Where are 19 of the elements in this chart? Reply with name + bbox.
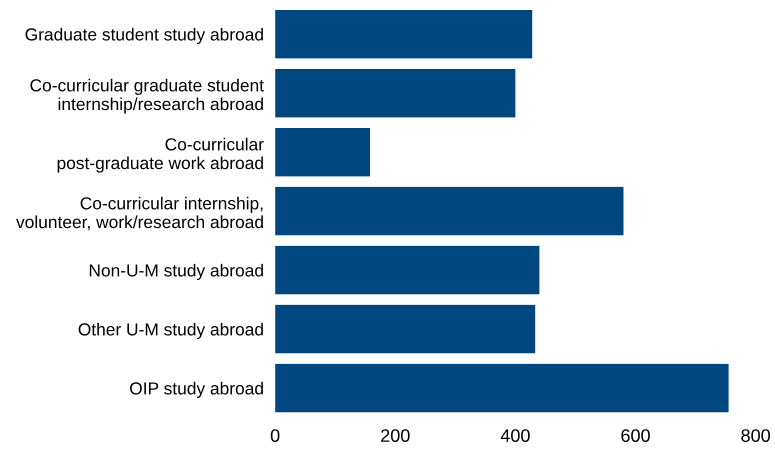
y-tick-label: Other U-M study abroad [78,322,263,339]
y-tick-label: Co-curricular internship, volunteer, work/research abroad [16,196,263,230]
bar [275,10,532,58]
y-tick-label: Non-U-M study abroad [90,264,263,280]
bar [275,128,370,176]
bar [275,186,624,236]
x-tick-label: 800 [741,429,770,442]
x-tick-label: 400 [500,429,530,442]
bar [275,364,729,412]
x-tick-label: 200 [381,429,410,442]
bar [275,246,540,294]
y-tick-label: Graduate student study abroad [26,28,263,44]
bar [275,68,516,118]
x-tick-label: 0 [270,429,280,442]
y-tick-label: Co-curricular graduate student internship/research abroad [30,78,264,114]
x-tick-label: 600 [621,429,650,442]
y-tick-label: OIP study abroad [130,382,263,398]
y-tick-label: Co-curricular post-graduate work abroad [58,138,264,173]
bar [275,304,536,354]
